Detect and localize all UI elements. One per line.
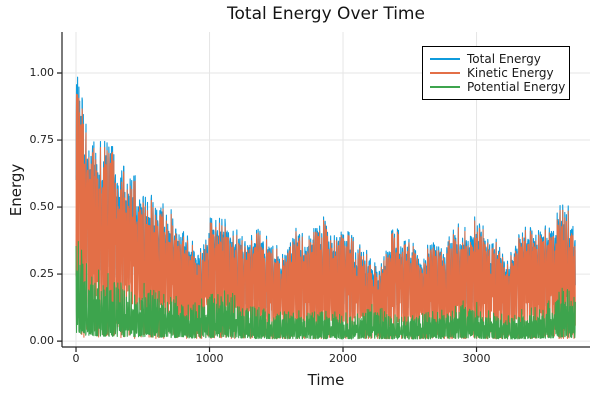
legend-box: Total Energy Kinetic Energy Potential En… [422,46,570,100]
chart-title: Total Energy Over Time [227,4,425,24]
x-axis-label: Time [307,371,345,389]
legend-line-sample-total [430,58,460,60]
y-tick-label: 0.75 [29,133,55,147]
y-tick-label: 0.00 [29,334,55,348]
legend-label: Kinetic Energy [467,66,554,80]
x-tick-label: 1000 [195,352,224,365]
legend-entry-total: Total Energy [430,52,563,66]
x-tick-label: 2000 [329,352,358,365]
x-tick-label: 0 [72,352,80,365]
y-tick-label: 0.25 [29,267,55,281]
legend-line-sample-potential [430,86,460,88]
y-tick-label: 0.50 [29,200,55,214]
legend-line-sample-kinetic [430,72,460,74]
legend-entry-potential: Potential Energy [430,80,566,94]
legend-label: Total Energy [467,52,541,66]
x-tick-label: 3000 [462,352,491,365]
y-tick-label: 1.00 [29,66,55,80]
legend-entry-kinetic: Kinetic Energy [430,66,563,80]
legend-label: Potential Energy [467,80,566,94]
